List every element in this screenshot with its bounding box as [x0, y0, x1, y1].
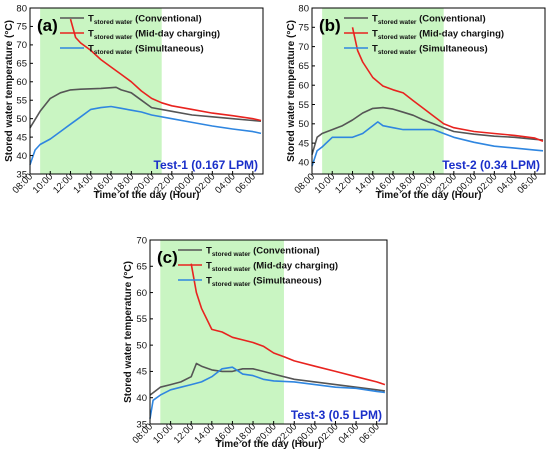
test-label: Test-2 (0.34 LPM): [442, 158, 540, 172]
y-tick-label: 70: [136, 235, 147, 246]
x-tick-label: 10:00: [151, 421, 176, 446]
y-tick-label: 35: [136, 419, 147, 430]
y-tick-label: 45: [298, 138, 309, 149]
y-tick-label: 55: [136, 314, 147, 325]
legend-entry-midday: Tstored water (Mid-day charging): [206, 261, 338, 274]
y-tick-label: 55: [16, 96, 27, 107]
x-tick-label: 12:00: [333, 171, 358, 196]
series-line-simultaneous: [311, 121, 544, 167]
chart-panel-3: 354045505560657008:0010:0012:0014:0016:0…: [123, 235, 388, 450]
chart-panel-2: 40455055606570758008:0010:0012:0014:0016…: [286, 3, 546, 201]
legend-entry-conventional: Tstored water (Conventional): [206, 246, 320, 259]
legend-entry-simultaneous: Tstored water (Simultaneous): [206, 276, 322, 289]
series-line-simultaneous: [149, 366, 386, 419]
x-tick-label: 08:00: [11, 171, 36, 196]
x-tick-label: 12:00: [51, 171, 76, 196]
y-tick-label: 40: [16, 151, 27, 162]
y-tick-label: 55: [298, 100, 309, 111]
y-axis-label: Stored water temperature (°C): [123, 261, 134, 403]
panel-label: (a): [37, 16, 58, 35]
legend-entry-simultaneous: Tstored water (Simultaneous): [372, 44, 488, 57]
y-tick-label: 50: [136, 340, 147, 351]
x-tick-label: 12:00: [172, 421, 197, 446]
y-tick-label: 60: [136, 288, 147, 299]
x-tick-label: 14:00: [353, 171, 378, 196]
series-line-conventional: [311, 106, 544, 155]
y-tick-label: 50: [298, 119, 309, 130]
legend-entry-conventional: Tstored water (Conventional): [88, 14, 202, 27]
y-tick-label: 80: [16, 3, 27, 14]
chart-panel-1: 35 40 45 50 55 60 65 70 75 80 08:0010:0012:0014:00…: [4, 3, 264, 201]
y-tick-label: 75: [16, 22, 27, 33]
shaded-region: [322, 8, 444, 174]
panel-label: (b): [319, 16, 341, 35]
x-axis-label: Time of the day (Hour): [94, 190, 200, 201]
test-label: Test-3 (0.5 LPM): [291, 408, 382, 422]
y-tick-label: 45: [136, 367, 147, 378]
series-line-midday: [351, 27, 544, 142]
y-tick-label: 60: [298, 81, 309, 92]
panel-label: (c): [157, 248, 178, 267]
y-tick-label: 60: [16, 77, 27, 88]
x-tick-label: 14:00: [71, 171, 96, 196]
legend-entry-midday: Tstored water (Mid-day charging): [88, 29, 220, 42]
x-axis-label: Time of the day (Hour): [216, 439, 322, 450]
test-label: Test-1 (0.167 LPM): [154, 158, 258, 172]
y-tick-label: 45: [16, 132, 27, 143]
series-line-conventional: [29, 86, 262, 129]
x-tick-label: 08:00: [131, 421, 156, 446]
y-tick-label: 50: [16, 114, 27, 125]
series-line-midday: [69, 18, 262, 122]
series-line-midday: [190, 263, 386, 386]
y-tick-label: 65: [136, 262, 147, 273]
x-tick-label: 08:00: [293, 171, 318, 196]
x-tick-label: 06:00: [233, 171, 258, 196]
y-tick-label: 70: [16, 40, 27, 51]
x-tick-label: 10:00: [31, 171, 56, 196]
y-tick-label: 75: [298, 23, 309, 34]
x-axis-label: Time of the day (Hour): [376, 190, 482, 201]
y-tick-label: 35: [16, 169, 27, 180]
plot-frame: [149, 239, 388, 425]
x-tick-label: 06:00: [515, 171, 540, 196]
plot-frame: [311, 7, 546, 175]
y-tick-label: 40: [298, 158, 309, 169]
x-tick-label: 04:00: [495, 171, 520, 196]
legend-entry-conventional: Tstored water (Conventional): [372, 14, 486, 27]
x-tick-label: 04:00: [337, 421, 362, 446]
x-tick-label: 04:00: [213, 171, 238, 196]
legend-entry-midday: Tstored water (Mid-day charging): [372, 29, 504, 42]
x-tick-label: 14:00: [192, 421, 217, 446]
x-tick-label: 10:00: [313, 171, 338, 196]
legend-entry-simultaneous: Tstored water (Simultaneous): [88, 44, 204, 57]
y-tick-label: 65: [298, 61, 309, 72]
y-tick-label: 65: [16, 59, 27, 70]
plot-frame: [29, 7, 264, 175]
x-tick-label: 06:00: [357, 421, 382, 446]
y-axis-label: Stored water temperature (°C): [4, 20, 15, 162]
y-tick-label: 80: [298, 3, 309, 14]
series-line-simultaneous: [29, 105, 262, 166]
y-tick-label: 70: [298, 42, 309, 53]
y-tick-label: 40: [136, 393, 147, 404]
y-axis-label: Stored water temperature (°C): [286, 20, 297, 162]
